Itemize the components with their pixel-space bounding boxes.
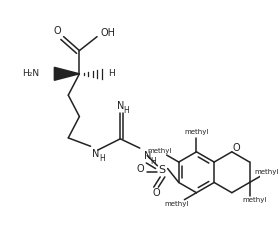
Text: O: O [233, 143, 240, 153]
Text: methyl: methyl [147, 148, 172, 154]
Text: methyl: methyl [165, 201, 189, 207]
Polygon shape [54, 67, 80, 80]
Text: methyl: methyl [242, 197, 266, 203]
Text: N: N [93, 149, 100, 159]
Text: H₂N: H₂N [22, 69, 39, 78]
Text: methyl: methyl [254, 169, 278, 175]
Text: H: H [108, 69, 115, 78]
Text: O: O [153, 188, 160, 198]
Text: N: N [143, 151, 151, 162]
Text: O: O [137, 164, 145, 174]
Text: S: S [158, 165, 166, 175]
Text: H: H [123, 106, 129, 115]
Text: N: N [116, 101, 124, 111]
Text: OH: OH [101, 28, 116, 38]
Text: H: H [150, 157, 156, 166]
Text: methyl: methyl [184, 129, 208, 135]
Text: H: H [99, 154, 105, 163]
Text: O: O [53, 26, 61, 36]
